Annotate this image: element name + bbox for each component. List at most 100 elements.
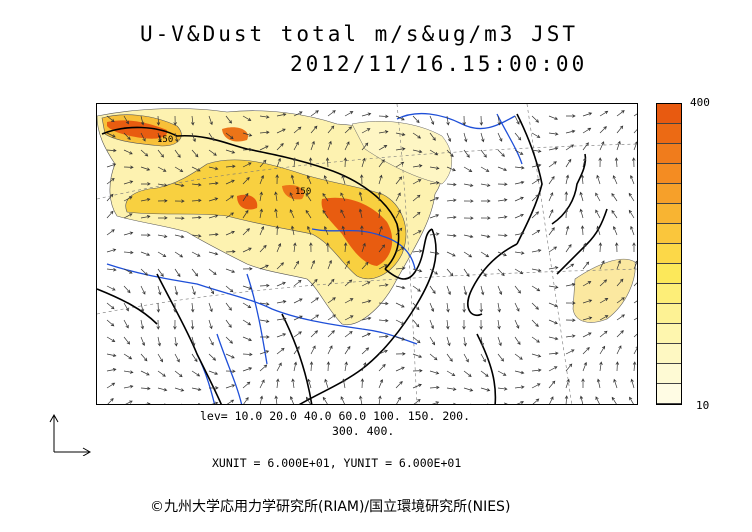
wind-arrow [276, 362, 282, 372]
wind-arrow [429, 353, 438, 361]
wind-arrow [446, 166, 456, 172]
wind-arrow [633, 333, 637, 338]
contour-label-1: 150 [295, 187, 311, 197]
wind-arrow [106, 163, 117, 168]
wind-arrow [463, 387, 474, 392]
color-scale-step [657, 284, 681, 304]
wind-arrow [106, 115, 115, 123]
wind-arrow [462, 115, 466, 126]
wind-arrow [293, 141, 299, 151]
wind-arrow [157, 166, 167, 172]
wind-arrow [412, 353, 423, 358]
wind-arrow [564, 208, 569, 219]
wind-arrow [276, 112, 287, 117]
wind-arrow [327, 125, 335, 134]
wind-arrow [565, 158, 572, 168]
wind-arrow [378, 363, 386, 372]
wind-arrow [123, 319, 129, 329]
wind-arrow [191, 198, 202, 203]
wind-arrow [599, 330, 608, 338]
wind-arrow [191, 370, 201, 377]
wind-arrow [140, 268, 149, 276]
wind-arrow [598, 157, 602, 168]
wind-arrow [429, 285, 436, 294]
wind-arrow [211, 401, 219, 404]
wind-arrow [307, 378, 312, 389]
wind-arrow [259, 319, 270, 323]
dust-shading [97, 108, 636, 326]
wind-arrow [616, 314, 625, 321]
axis-reference-icon [49, 413, 92, 456]
wind-arrow [309, 242, 313, 253]
color-scale-step [657, 324, 681, 344]
wind-arrow [157, 387, 168, 392]
wind-arrow [344, 111, 354, 117]
wind-arrow [514, 149, 524, 155]
wind-arrow [395, 176, 403, 185]
wind-arrow [341, 225, 346, 236]
wind-arrow [305, 396, 311, 404]
wind-arrow [497, 370, 507, 376]
wind-arrow [293, 126, 302, 134]
wind-arrow [497, 132, 503, 142]
wind-arrow [532, 398, 540, 404]
map-title: U-V&Dust total m/s&ug/m3 JST [140, 22, 579, 46]
wind-arrow [156, 302, 161, 313]
wind-arrow [191, 149, 199, 158]
wind-arrow [123, 353, 133, 360]
wind-arrow [290, 225, 295, 236]
wind-arrow [514, 336, 521, 346]
wind-arrow [327, 110, 336, 117]
wind-arrow [497, 115, 501, 126]
wind-arrow [412, 164, 423, 168]
wind-arrow [616, 259, 621, 270]
wind-arrow [628, 209, 635, 219]
wind-arrow [225, 249, 236, 254]
wind-arrow [242, 147, 253, 152]
wind-arrow [225, 195, 234, 202]
wind-arrow [412, 383, 422, 389]
wind-arrow [106, 132, 116, 138]
wind-arrow [633, 317, 637, 321]
wind-arrow [497, 336, 502, 347]
wind-arrow [564, 191, 569, 202]
wind-arrow [242, 336, 252, 342]
wind-arrow [174, 336, 178, 347]
wind-arrow [157, 199, 168, 203]
wind-arrow [276, 347, 285, 355]
wind-arrow [531, 302, 539, 310]
wind-arrow [225, 164, 236, 169]
wind-arrow [242, 228, 250, 236]
wind-arrow [361, 112, 372, 117]
wind-arrow [446, 285, 451, 296]
wind-arrow [581, 378, 585, 389]
wind-arrow [327, 330, 335, 338]
color-scale-bar [656, 103, 682, 405]
wind-arrow [633, 346, 637, 355]
wind-arrow [157, 149, 165, 158]
wind-arrow [225, 336, 233, 344]
wind-arrow [480, 166, 490, 172]
wind-arrow [412, 268, 423, 273]
wind-arrow [497, 149, 505, 157]
wind-arrow [310, 297, 319, 304]
wind-arrow [344, 141, 350, 151]
wind-arrow [446, 132, 452, 142]
wind-arrow [531, 211, 540, 219]
wind-arrow [579, 208, 584, 219]
wind-arrow [565, 318, 576, 322]
wind-arrow [429, 251, 440, 256]
wind-arrow [191, 166, 201, 172]
wind-arrow [611, 209, 618, 219]
wind-arrow [276, 157, 281, 168]
wind-arrow [565, 363, 573, 372]
wind-arrow [582, 361, 588, 372]
wind-arrow [633, 260, 637, 270]
wind-arrow [548, 366, 558, 372]
wind-arrow [378, 349, 388, 355]
wind-arrow [549, 396, 554, 404]
wind-arrow [446, 302, 450, 313]
color-scale-step [657, 104, 681, 124]
color-scale-step [657, 224, 681, 244]
wind-arrow [361, 347, 370, 355]
